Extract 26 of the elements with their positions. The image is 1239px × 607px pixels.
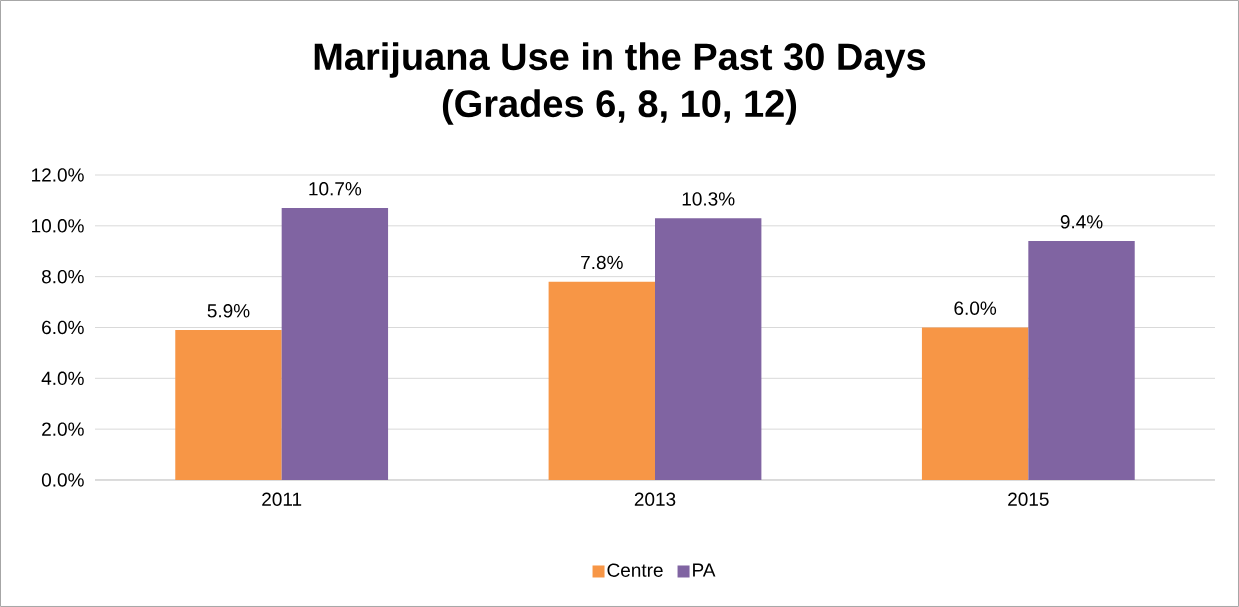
y-tick-label: 2.0%: [42, 422, 84, 436]
bar: [548, 281, 655, 480]
y-tick-label: 6.0%: [42, 320, 84, 335]
data-label: 10.7%: [309, 182, 362, 196]
bar: [281, 208, 389, 480]
y-tick-label: 8.0%: [42, 269, 84, 284]
x-tick-label: 2015: [1008, 492, 1049, 506]
y-tick-label: 4.0%: [41, 371, 84, 386]
data-label: 9.4%: [1060, 215, 1103, 229]
legend-label: PA: [693, 563, 716, 577]
chart-subtitle: (Grades 6, 8, 10, 12): [442, 89, 797, 125]
bar: [1028, 241, 1135, 480]
x-tick-label: 2011: [262, 492, 302, 506]
x-tick-label: 2013: [634, 492, 676, 506]
data-label: 5.9%: [207, 304, 250, 318]
bar: [175, 330, 282, 480]
bar: [921, 327, 1029, 480]
y-tick-label: 10.0%: [32, 219, 84, 233]
y-tick-label: 0.0%: [41, 473, 84, 487]
y-tick-label: 12.0%: [32, 168, 84, 182]
chart-title: Marijuana Use in the Past 30 Days: [314, 42, 926, 78]
legend-label: Centre: [607, 563, 663, 577]
data-label: 6.0%: [954, 301, 997, 315]
data-label: 7.8%: [581, 255, 623, 270]
bar: [655, 218, 762, 480]
data-label: 10.3%: [682, 192, 735, 206]
